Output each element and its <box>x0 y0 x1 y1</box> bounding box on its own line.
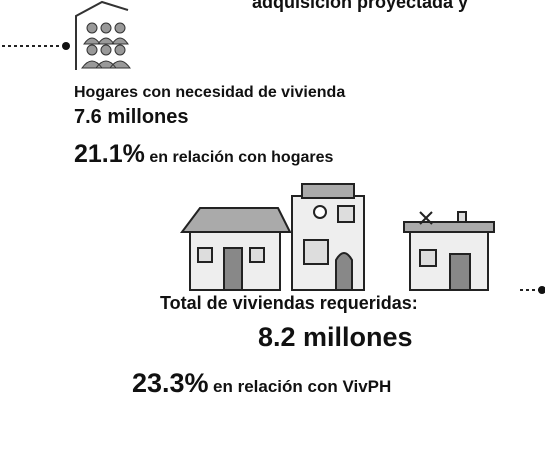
households-percent-text: en relación con hogares <box>149 149 333 166</box>
dwellings-percent: 23.3% <box>132 368 209 398</box>
dwellings-label: Total de viviendas requeridas: <box>160 293 418 314</box>
dwellings-percent-row: 23.3% en relación con VivPH <box>132 368 391 399</box>
illustration <box>0 0 545 471</box>
connector-dot <box>538 286 545 294</box>
top-text: adquisición proyectada y <box>252 0 468 13</box>
households-percent: 21.1% <box>74 140 145 168</box>
houses-icon <box>182 184 494 290</box>
infographic: adquisición proyectada y Hogares con nec… <box>0 0 545 471</box>
dwellings-percent-text: en relación con VivPH <box>213 377 391 396</box>
households-percent-row: 21.1% en relación con hogares <box>74 140 333 169</box>
dwellings-amount: 8.2 millones <box>258 322 413 353</box>
connector-dot <box>62 42 70 50</box>
households-icon <box>76 2 130 70</box>
households-amount: 7.6 millones <box>74 106 189 129</box>
households-label: Hogares con necesidad de vivienda <box>74 84 345 102</box>
